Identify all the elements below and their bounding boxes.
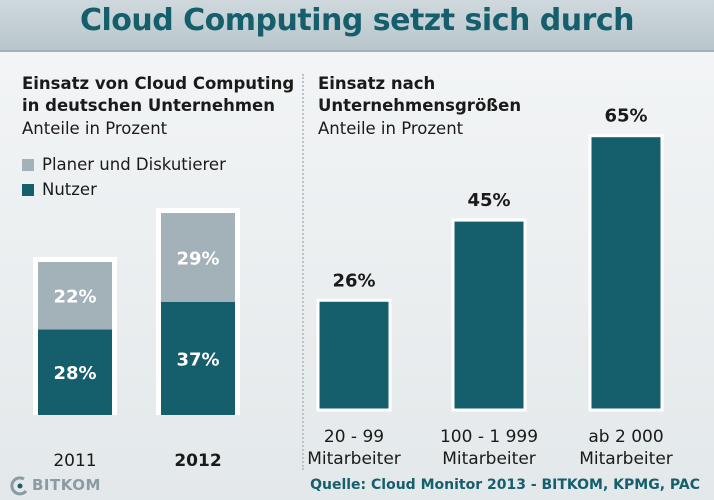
bar-size-1	[451, 218, 527, 412]
right-panel-title-line2: Unternehmensgrößen	[318, 96, 522, 115]
bar-nutzer-2011	[38, 329, 112, 415]
data-label-planer-2012: 29%	[176, 248, 219, 269]
x-tick-label-size-0-line1: 20 - 99	[324, 427, 384, 447]
data-label-size-2: 65%	[604, 106, 647, 127]
bitkom-logo-text: BITKOM	[32, 476, 101, 494]
left-panel-subtitle: Anteile in Prozent	[22, 119, 168, 138]
x-tick-label-size-1-line1: 100 - 1 999	[440, 427, 538, 447]
right-panel-subtitle: Anteile in Prozent	[318, 119, 464, 138]
legend-label-nutzer: Nutzer	[42, 180, 97, 199]
legend-swatch-nutzer	[22, 184, 34, 196]
bar-size-0	[316, 298, 392, 412]
legend-label-planer: Planer und Diskutierer	[42, 155, 226, 174]
x-tick-label-2011: 2011	[53, 451, 96, 471]
left-panel-title-line1: Einsatz von Cloud Computing	[22, 74, 295, 93]
data-label-nutzer-2012: 37%	[176, 349, 219, 370]
data-label-size-0: 26%	[332, 270, 375, 291]
data-label-planer-2011: 22%	[53, 287, 96, 308]
page-title: Cloud Computing setzt sich durch	[79, 3, 635, 38]
x-tick-label-size-1-line2: Mitarbeiter	[442, 449, 536, 469]
title-bar: Cloud Computing setzt sich durch	[0, 0, 714, 52]
data-label-nutzer-2011: 28%	[53, 363, 96, 384]
bar-planer-2011	[38, 262, 112, 330]
x-tick-label-size-2-line1: ab 2 000	[588, 427, 663, 447]
bar-size-2	[588, 134, 664, 412]
bitkom-logo-mark-icon	[10, 476, 28, 496]
bar-planer-2012	[161, 213, 235, 302]
x-tick-label-size-2-line2: Mitarbeiter	[579, 449, 673, 469]
right-panel-title-line1: Einsatz nach	[318, 74, 436, 93]
left-panel-title-line2: in deutschen Unternehmen	[22, 96, 275, 115]
stacked-bar-chart-by-year: 28% 22% 2011 37% 29% 2012	[33, 208, 240, 471]
x-tick-label-2012: 2012	[174, 451, 221, 471]
legend-swatch-planer	[22, 159, 34, 171]
bar-nutzer-2012	[161, 301, 235, 415]
x-tick-label-size-0-line2: Mitarbeiter	[307, 449, 401, 469]
panel-divider	[302, 74, 304, 470]
data-label-size-1: 45%	[467, 190, 510, 211]
source-note: Quelle: Cloud Monitor 2013 - BITKOM, KPM…	[310, 477, 700, 493]
